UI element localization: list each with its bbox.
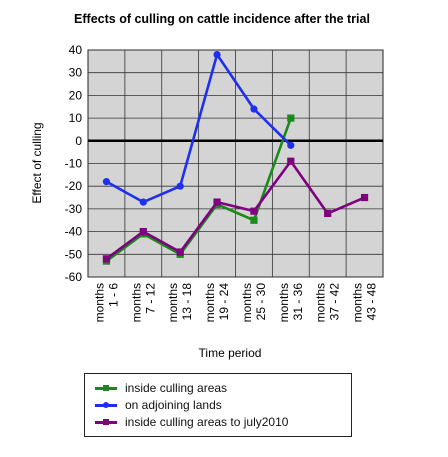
x-tick-label-line: 43 - 48 — [365, 283, 379, 321]
x-tick-label-line: 7 - 12 — [143, 283, 157, 314]
data-point — [213, 50, 221, 59]
x-tick-label: months 43 - 48 — [351, 283, 379, 323]
y-tick-label: -10 — [65, 157, 83, 171]
x-tick-label-line: months — [166, 283, 180, 322]
data-point — [139, 198, 147, 206]
y-tick-label: 20 — [69, 88, 83, 102]
x-tick-label-line: 25 - 30 — [254, 283, 268, 321]
data-point — [102, 255, 111, 263]
y-tick-label: 30 — [69, 66, 83, 80]
y-axis-ticks: 40 30 20 10 0 -10 -20 -30 -40 -50 -60 — [65, 43, 83, 284]
legend-swatch-adjoining — [95, 399, 117, 411]
x-tick-label-line: months — [314, 283, 328, 322]
x-tick-label-line: 19 - 24 — [217, 283, 231, 321]
legend-swatch-inside-culling — [95, 382, 117, 394]
data-point — [250, 216, 258, 224]
x-tick-label: months 37 - 42 — [314, 283, 342, 323]
y-tick-label: 0 — [75, 134, 82, 148]
chart-title: Effects of culling on cattle incidence a… — [74, 12, 370, 26]
data-point — [287, 114, 295, 122]
x-tick-label: months 31 - 36 — [277, 283, 305, 323]
data-point — [102, 178, 111, 186]
x-axis-label: Time period — [199, 346, 262, 360]
legend-item: inside culling areas — [95, 380, 227, 396]
x-axis-ticks: months 1 - 6 months 7 - 12 months 13 - 18 mont… — [92, 283, 378, 323]
data-point — [250, 207, 258, 215]
data-point — [139, 228, 147, 236]
series-2 — [102, 157, 369, 263]
x-tick-label-line: 37 - 42 — [328, 283, 342, 321]
data-point — [287, 141, 295, 149]
x-tick-label-line: 13 - 18 — [180, 283, 194, 321]
legend-item: inside culling areas to july2010 — [95, 414, 288, 430]
series-line — [105, 159, 366, 260]
x-tick-label: months 25 - 30 — [240, 283, 268, 323]
data-point — [287, 157, 295, 165]
legend-label: inside culling areas to july2010 — [125, 415, 289, 429]
y-axis-label: Effect of culling — [30, 122, 44, 203]
data-point — [213, 198, 221, 206]
x-tick-label-line: 31 - 36 — [291, 283, 305, 321]
y-tick-label: -30 — [65, 202, 83, 216]
legend-item: on adjoining lands — [95, 397, 222, 413]
y-tick-label: 10 — [69, 111, 83, 125]
x-tick-label: months 19 - 24 — [203, 283, 231, 323]
x-tick-label-line: months — [240, 283, 254, 322]
data-point — [324, 209, 332, 218]
series-1 — [102, 50, 295, 206]
data-point — [360, 193, 369, 202]
data-point — [250, 105, 258, 113]
x-tick-label-line: months — [92, 283, 106, 322]
y-tick-label: -20 — [65, 179, 83, 193]
x-tick-label: months 7 - 12 — [129, 283, 157, 323]
x-tick-label-line: months — [351, 283, 365, 322]
y-tick-label: -60 — [65, 270, 83, 284]
x-tick-label-line: months — [203, 283, 217, 322]
data-point — [176, 248, 184, 256]
x-tick-label-line: months — [277, 283, 291, 322]
y-tick-label: -50 — [65, 247, 83, 261]
data-point — [176, 182, 184, 190]
x-tick-label-line: 1 - 6 — [106, 283, 120, 307]
y-tick-label: -40 — [65, 225, 83, 239]
series-layer — [102, 50, 369, 265]
x-tick-label: months 13 - 18 — [166, 283, 194, 323]
legend-label: inside culling areas — [125, 381, 228, 395]
legend-swatch-july2010 — [95, 416, 117, 428]
y-tick-label: 40 — [69, 43, 83, 57]
series-line — [105, 53, 292, 204]
legend-label: on adjoining lands — [125, 398, 222, 412]
legend: inside culling areas on adjoining lands … — [84, 373, 352, 437]
x-tick-label: months 1 - 6 — [92, 283, 120, 323]
x-tick-label-line: months — [129, 283, 143, 322]
